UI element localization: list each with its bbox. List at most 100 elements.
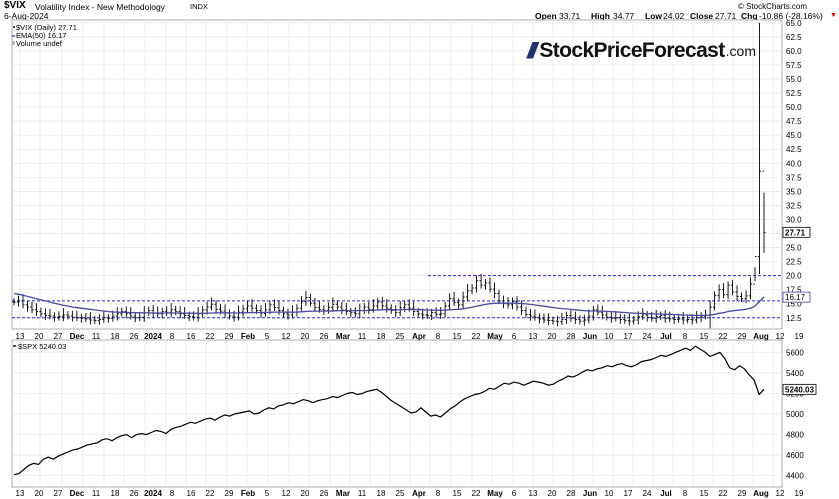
- vix-ohlc-bar: [34, 303, 39, 317]
- vix-ohlc-bar: [214, 300, 218, 314]
- spx-x-tick-label: 20: [301, 489, 310, 498]
- vix-ohlc-bar: [533, 309, 537, 321]
- vix-ohlc-bar: [129, 307, 133, 320]
- vix-ohlc-bar: [483, 278, 488, 290]
- vix-ohlc-bar: [560, 312, 564, 326]
- vix-ohlc-bar: [618, 313, 622, 324]
- vix-y-tick-label: 37.5: [786, 173, 802, 182]
- spx-legend-label: $SPX 5240.03: [18, 342, 66, 351]
- vix-y-tick-label: 47.5: [786, 117, 802, 126]
- vix-ohlc-bar: [331, 297, 335, 313]
- vix-x-tick-label: 26: [320, 332, 329, 341]
- vix-ohlc-bar: [641, 308, 645, 321]
- vix-ohlc-bar: [434, 307, 438, 318]
- vix-x-tick-label: 26: [130, 332, 139, 341]
- vix-ohlc-bar: [461, 291, 465, 309]
- vix-legend-price: $VIX (Daily) 27.71: [16, 23, 77, 32]
- vix-ohlc-bar: [452, 291, 456, 306]
- vix-ohlc-bar: [578, 315, 582, 325]
- spx-x-tick-label: Jun: [583, 489, 597, 498]
- vix-ohlc-bar: [479, 273, 483, 289]
- spx-x-tick-label: 22: [472, 489, 481, 498]
- vix-ohlc-bar: [259, 305, 263, 318]
- vix-x-tick-label: 18: [111, 332, 120, 341]
- vix-ohlc-bar: [524, 306, 528, 318]
- vix-y-tick-label: 45.0: [786, 131, 802, 140]
- vix-ohlc-bar: [178, 306, 182, 319]
- vix-ohlc-bar: [241, 304, 245, 317]
- vix-ohlc-bar: [605, 311, 609, 321]
- vix-ohlc-bar: [569, 310, 573, 322]
- low-label: Low: [645, 11, 662, 21]
- vix-y-tick-label: 52.5: [786, 89, 802, 98]
- spx-x-tick-label: 16: [187, 489, 196, 498]
- spx-x-tick-label: Apr: [412, 489, 426, 498]
- spx-x-tick-label: 19: [795, 489, 804, 498]
- vix-ohlc-bar: [564, 311, 568, 324]
- vix-ohlc-bar: [30, 301, 34, 314]
- vix-y-tick-label: 40.0: [786, 159, 802, 168]
- spx-y-tick-label: 4800: [786, 431, 804, 440]
- vix-ohlc-bar: [52, 312, 57, 322]
- vix-ohlc-bar: [39, 307, 43, 318]
- vix-ohlc-bar: [79, 313, 83, 323]
- spx-x-tick-label: Aug: [753, 489, 769, 498]
- vix-ohlc-bar: [272, 299, 277, 312]
- vix-x-tick-label: Jun: [583, 332, 597, 341]
- vix-y-tick-label: 12.5: [786, 314, 802, 323]
- vix-ohlc-bar: [551, 316, 555, 325]
- vix-panel-frame: [11, 19, 783, 330]
- vix-x-tick-label: Feb: [241, 332, 255, 341]
- vix-x-tick-label: 20: [548, 332, 557, 341]
- vix-ohlc-bar: [439, 307, 443, 319]
- vix-x-tick-label: 13: [529, 332, 538, 341]
- vix-ohlc-bar: [97, 314, 101, 326]
- vix-x-tick-label: 2024: [144, 332, 162, 341]
- volume-legend-swatch: [12, 41, 15, 45]
- vix-ohlc-bar: [43, 308, 48, 321]
- vix-ohlc-bar: [474, 275, 479, 293]
- vix-ohlc-bar: [25, 300, 30, 312]
- vix-x-tick-label: 10: [605, 332, 614, 341]
- vix-ohlc-bar: [88, 312, 92, 325]
- vix-ohlc-bar: [349, 307, 353, 318]
- vix-ohlc-bar: [286, 308, 290, 320]
- vix-ohlc-bar: [695, 311, 699, 324]
- vix-ohlc-bar: [519, 300, 524, 315]
- spx-y-tick-label: 5600: [786, 348, 804, 357]
- vix-ohlc-bar: [16, 295, 21, 307]
- vix-ohlc-bar: [250, 299, 254, 313]
- vix-ohlc-bar: [115, 307, 119, 321]
- spx-x-tick-label: 22: [206, 489, 215, 498]
- vix-x-tick-label: 25: [396, 332, 405, 341]
- vix-x-tick-label: 22: [719, 332, 728, 341]
- vix-ohlc-bar: [537, 313, 542, 324]
- vix-ohlc-bar: [627, 313, 631, 326]
- spx-x-tick-label: 18: [111, 489, 120, 498]
- vix-ohlc-bar: [659, 311, 663, 321]
- vix-x-tick-label: 29: [738, 332, 747, 341]
- down-arrow-icon: ▼: [830, 12, 837, 19]
- vix-ohlc-bar: [57, 311, 61, 321]
- vix-ohlc-bar: [546, 313, 551, 326]
- spx-x-tick-label: 20: [35, 489, 44, 498]
- spx-x-tick-label: 13: [16, 489, 25, 498]
- vix-x-tick-label: 27: [54, 332, 63, 341]
- vix-ohlc-bar: [609, 311, 613, 323]
- vix-y-tick-label: 20.0: [786, 272, 802, 281]
- chart-date: 6-Aug-2024: [4, 11, 49, 21]
- copyright: © StockCharts.com: [738, 2, 808, 11]
- spx-x-tick-label: May: [487, 489, 503, 498]
- logo-domain: .com: [725, 43, 756, 59]
- vix-x-tick-label: 22: [472, 332, 481, 341]
- vix-x-tick-label: 6: [512, 332, 517, 341]
- vix-y-tick-label: 22.5: [786, 258, 802, 267]
- vix-ohlc-bar: [488, 277, 492, 293]
- vix-ohlc-bar: [555, 315, 560, 327]
- vix-y-tick-label: 17.5: [786, 286, 802, 295]
- vix-ohlc-bar: [582, 314, 586, 326]
- vix-ohlc-bar: [748, 277, 753, 300]
- spx-x-tick-label: 13: [529, 489, 538, 498]
- vix-legend-ema: EMA(50) 16.17: [16, 31, 66, 40]
